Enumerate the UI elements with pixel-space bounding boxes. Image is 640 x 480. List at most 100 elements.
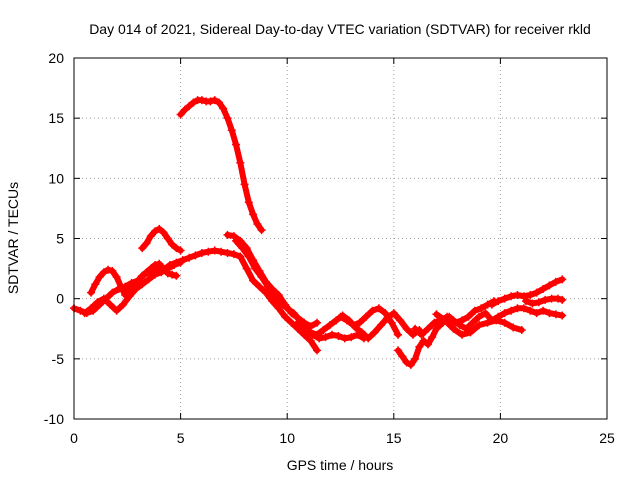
data-point: [558, 295, 567, 304]
data-point: [172, 271, 181, 280]
data-point: [428, 333, 437, 342]
data-point: [507, 292, 516, 301]
data-point: [483, 318, 492, 327]
data-point: [227, 126, 236, 135]
data-point: [347, 333, 356, 342]
y-tick-label: 10: [48, 170, 64, 186]
data-point: [210, 246, 219, 255]
data-point: [189, 98, 198, 107]
data-point: [138, 280, 147, 289]
data-point: [306, 336, 315, 345]
series-arc-12: [432, 310, 526, 339]
data-point: [232, 140, 241, 149]
series-arc-10: [394, 297, 499, 369]
data-point: [334, 331, 343, 340]
data-point: [349, 321, 358, 330]
data-point: [244, 252, 253, 261]
data-point: [507, 306, 516, 315]
data-point: [374, 304, 383, 313]
data-point: [468, 318, 477, 327]
data-point: [281, 312, 290, 321]
data-point: [119, 300, 128, 309]
data-point: [151, 260, 160, 269]
data-point: [415, 342, 424, 351]
series-arc-13: [487, 275, 567, 309]
data-point: [553, 294, 562, 303]
data-point: [293, 318, 302, 327]
series-arc-5: [176, 96, 266, 235]
data-point: [306, 328, 315, 337]
y-tick-label: 20: [48, 50, 64, 66]
data-point: [253, 220, 262, 229]
data-point: [336, 312, 345, 321]
data-point: [249, 276, 258, 285]
data-point: [240, 180, 249, 189]
data-point: [494, 297, 503, 306]
data-point: [276, 298, 285, 307]
data-point: [389, 309, 398, 318]
data-point: [146, 232, 155, 241]
data-point: [151, 270, 160, 279]
data-point: [289, 309, 298, 318]
data-point: [87, 304, 96, 313]
data-point: [475, 312, 484, 321]
data-point: [229, 232, 238, 241]
data-point: [112, 306, 121, 315]
x-tick-label: 0: [70, 430, 78, 446]
data-point: [528, 299, 537, 308]
data-point: [551, 277, 560, 286]
data-point: [176, 110, 185, 119]
data-point: [449, 316, 458, 325]
data-point: [197, 248, 206, 257]
data-point: [91, 280, 100, 289]
data-point: [151, 227, 160, 236]
data-point: [396, 316, 405, 325]
data-point: [406, 360, 415, 369]
data-point: [257, 273, 266, 282]
data-point: [168, 270, 177, 279]
data-point: [249, 210, 258, 219]
data-point: [477, 304, 486, 313]
data-point: [274, 304, 283, 313]
data-point: [176, 258, 185, 267]
data-point: [411, 324, 420, 333]
data-point: [236, 158, 245, 167]
data-point: [517, 325, 526, 334]
data-point: [163, 234, 172, 243]
series-track: [139, 225, 184, 254]
data-point: [521, 297, 530, 306]
data-point: [223, 230, 232, 239]
data-point: [532, 309, 541, 318]
data-point: [138, 271, 147, 280]
data-point: [449, 324, 458, 333]
data-point: [340, 334, 349, 343]
data-point: [264, 282, 273, 291]
y-tick-label: 15: [48, 110, 64, 126]
x-tick-label: 5: [177, 430, 185, 446]
y-tick-label: -5: [52, 351, 65, 367]
data-point: [357, 328, 366, 337]
data-point: [430, 318, 439, 327]
data-point: [500, 318, 509, 327]
data-point: [180, 105, 189, 114]
data-point: [268, 297, 277, 306]
data-point: [364, 334, 373, 343]
data-point: [129, 280, 138, 289]
data-point: [106, 300, 115, 309]
data-point: [545, 309, 554, 318]
data-point: [539, 306, 548, 315]
data-point: [283, 304, 292, 313]
data-point: [408, 330, 417, 339]
data-point: [464, 312, 473, 321]
data-point: [80, 309, 89, 318]
x-tick-label: 20: [493, 430, 509, 446]
data-point: [377, 321, 386, 330]
data-point: [423, 324, 432, 333]
y-axis-label: SDTVAR / TECUs: [5, 182, 21, 294]
data-point: [355, 318, 364, 327]
series-arc-11: [411, 304, 567, 339]
data-point: [163, 269, 172, 278]
data-point: [223, 248, 232, 257]
data-point: [500, 309, 509, 318]
